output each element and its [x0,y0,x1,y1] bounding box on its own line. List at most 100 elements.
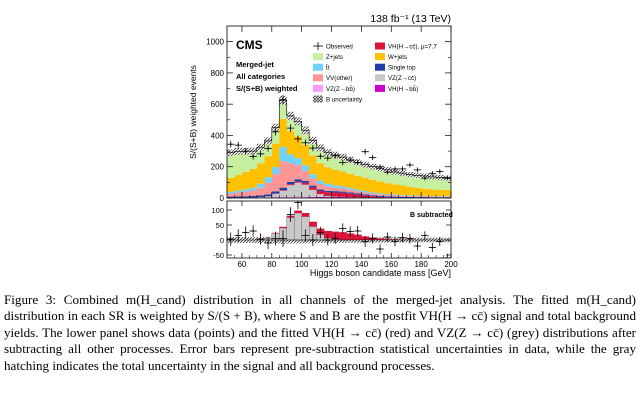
y-tick-label-4: 800 [211,69,225,78]
x-tick-label-1: 80 [267,260,276,269]
bar-VV_other-19 [368,193,377,196]
bar-Z_jets-23 [398,173,407,186]
lower-data-point-12 [316,226,325,239]
bar-W_jets-17 [353,175,362,190]
bar-VV_other-1 [234,192,243,197]
bar-VH_bb-13 [324,196,332,198]
bar-W_jets-23 [398,185,407,195]
bar-Z_jets-14 [331,155,340,170]
bar-VV_other-22 [391,195,400,197]
lower-data-point-3 [249,225,257,237]
bar-W_jets-14 [331,169,340,186]
lower-data-point-17 [353,225,362,237]
bar-W_jets-8 [286,131,295,155]
bar-ttbar-0 [227,191,235,194]
svg-text:Observed: Observed [326,43,353,50]
bar-VZ_cc-5 [264,196,273,198]
legend-entry-8: Single top [375,63,416,72]
figure: 0 200 400 600 800 1000 -50 0 50 100 60 80 100 120 140 1… [188,13,458,278]
bar-W_jets-19 [368,179,377,193]
bar-VH_cc-19 [368,196,377,198]
y-tick-label-5: 1000 [206,38,224,47]
lower-data-point-9 [294,201,302,210]
lower-data-point-7 [279,230,287,247]
lower-data-point-26 [421,231,429,240]
lower-data-point-1 [234,229,242,242]
bar-VH_cc-15 [339,192,347,197]
bar-VV_other-21 [383,195,392,197]
data-point-12 [316,153,325,160]
bar-Z_jets-25 [413,175,422,188]
data-point-25 [413,167,422,173]
bar-single_top-22 [391,196,400,198]
data-point-10 [301,139,310,147]
bar-VV_other-28 [436,196,444,198]
bar-single_top-18 [361,194,370,196]
lower-data-point-21 [383,232,392,242]
info-line-1: Merged-jet [236,60,274,69]
data-point-27 [428,170,437,176]
bar-single_top-5 [264,194,273,197]
lower-data-point-19 [368,233,377,244]
bar-VZ_cc-13 [324,195,332,197]
data-point-19 [368,154,377,161]
bar-W_jets-10 [301,144,310,166]
bar-VV_other-27 [428,196,437,198]
legend-entry-6: VH(H→cc̄), μ=7.7 [375,42,437,50]
bar-W_jets-16 [346,173,355,188]
x-tick-label-2: 100 [295,260,309,269]
bar-ttbar-14 [331,185,340,188]
bar-VV_other-17 [353,191,362,194]
bar-Z_jets-10 [301,130,310,145]
bar-VV_other-29 [443,196,451,198]
bar-Z_jets-9 [294,121,302,137]
legend-entry-1: Z+jets [313,53,343,61]
bar-W_jets-5 [264,156,273,178]
data-point-9 [294,135,302,143]
bar-single_top-0 [227,196,235,198]
bar-W_jets-28 [436,189,444,197]
bar-Z_jets-8 [286,115,295,132]
bar-W_jets-15 [339,171,347,187]
bar-ttbar-3 [249,187,258,191]
bar-VH_cc-11 [309,187,317,190]
legend-entry-7: W+jets [375,53,407,61]
bar-single_top-6 [271,191,280,194]
bar-W_jets-24 [406,186,414,196]
data-point-28 [436,169,444,174]
axes: 0 200 400 600 800 1000 -50 0 50 100 60 80 100 120 140 1… [206,25,458,269]
lower-bar-VH_cc-11 [309,221,317,227]
bar-W_jets-2 [241,172,250,190]
info-line-3: S/(S+B) weighted [236,84,298,93]
bar-ttbar-12 [316,180,325,184]
bar-Z_jets-22 [391,171,400,185]
bar-VV_other-5 [264,182,273,195]
bar-VZ_cc-7 [279,190,288,198]
bar-single_top-13 [324,190,332,193]
lower-data-point-2 [241,226,250,239]
bar-single_top-20 [376,195,385,197]
bar-VH_cc-14 [331,192,340,197]
bar-VH_cc-8 [286,184,295,186]
data-point-22 [391,166,399,172]
lower-data-point-4 [256,233,265,245]
bar-Z_jets-27 [428,176,437,190]
bar-Z_jets-24 [406,174,414,187]
lower-bar-VZ_cc-9 [294,212,303,241]
lower-data-point-5 [264,237,272,249]
y-axis-label: S/(S+B) weighted events [188,65,198,159]
lower-data-point-23 [398,232,407,243]
bar-single_top-25 [413,197,422,198]
data-point-18 [361,148,369,155]
bar-single_top-23 [398,196,407,198]
lower-y-tick-label-2: 50 [216,221,224,230]
legend-entry-5: B uncertainty [313,95,363,103]
bar-single_top-16 [346,192,355,194]
bar-Z_jets-6 [271,127,280,144]
bar-W_jets-18 [361,177,370,191]
bar-Z_jets-17 [353,162,362,176]
data-point-16 [346,157,354,163]
data-point-1 [234,141,242,149]
data-point-24 [406,162,414,168]
bar-Z_jets-18 [361,164,370,178]
